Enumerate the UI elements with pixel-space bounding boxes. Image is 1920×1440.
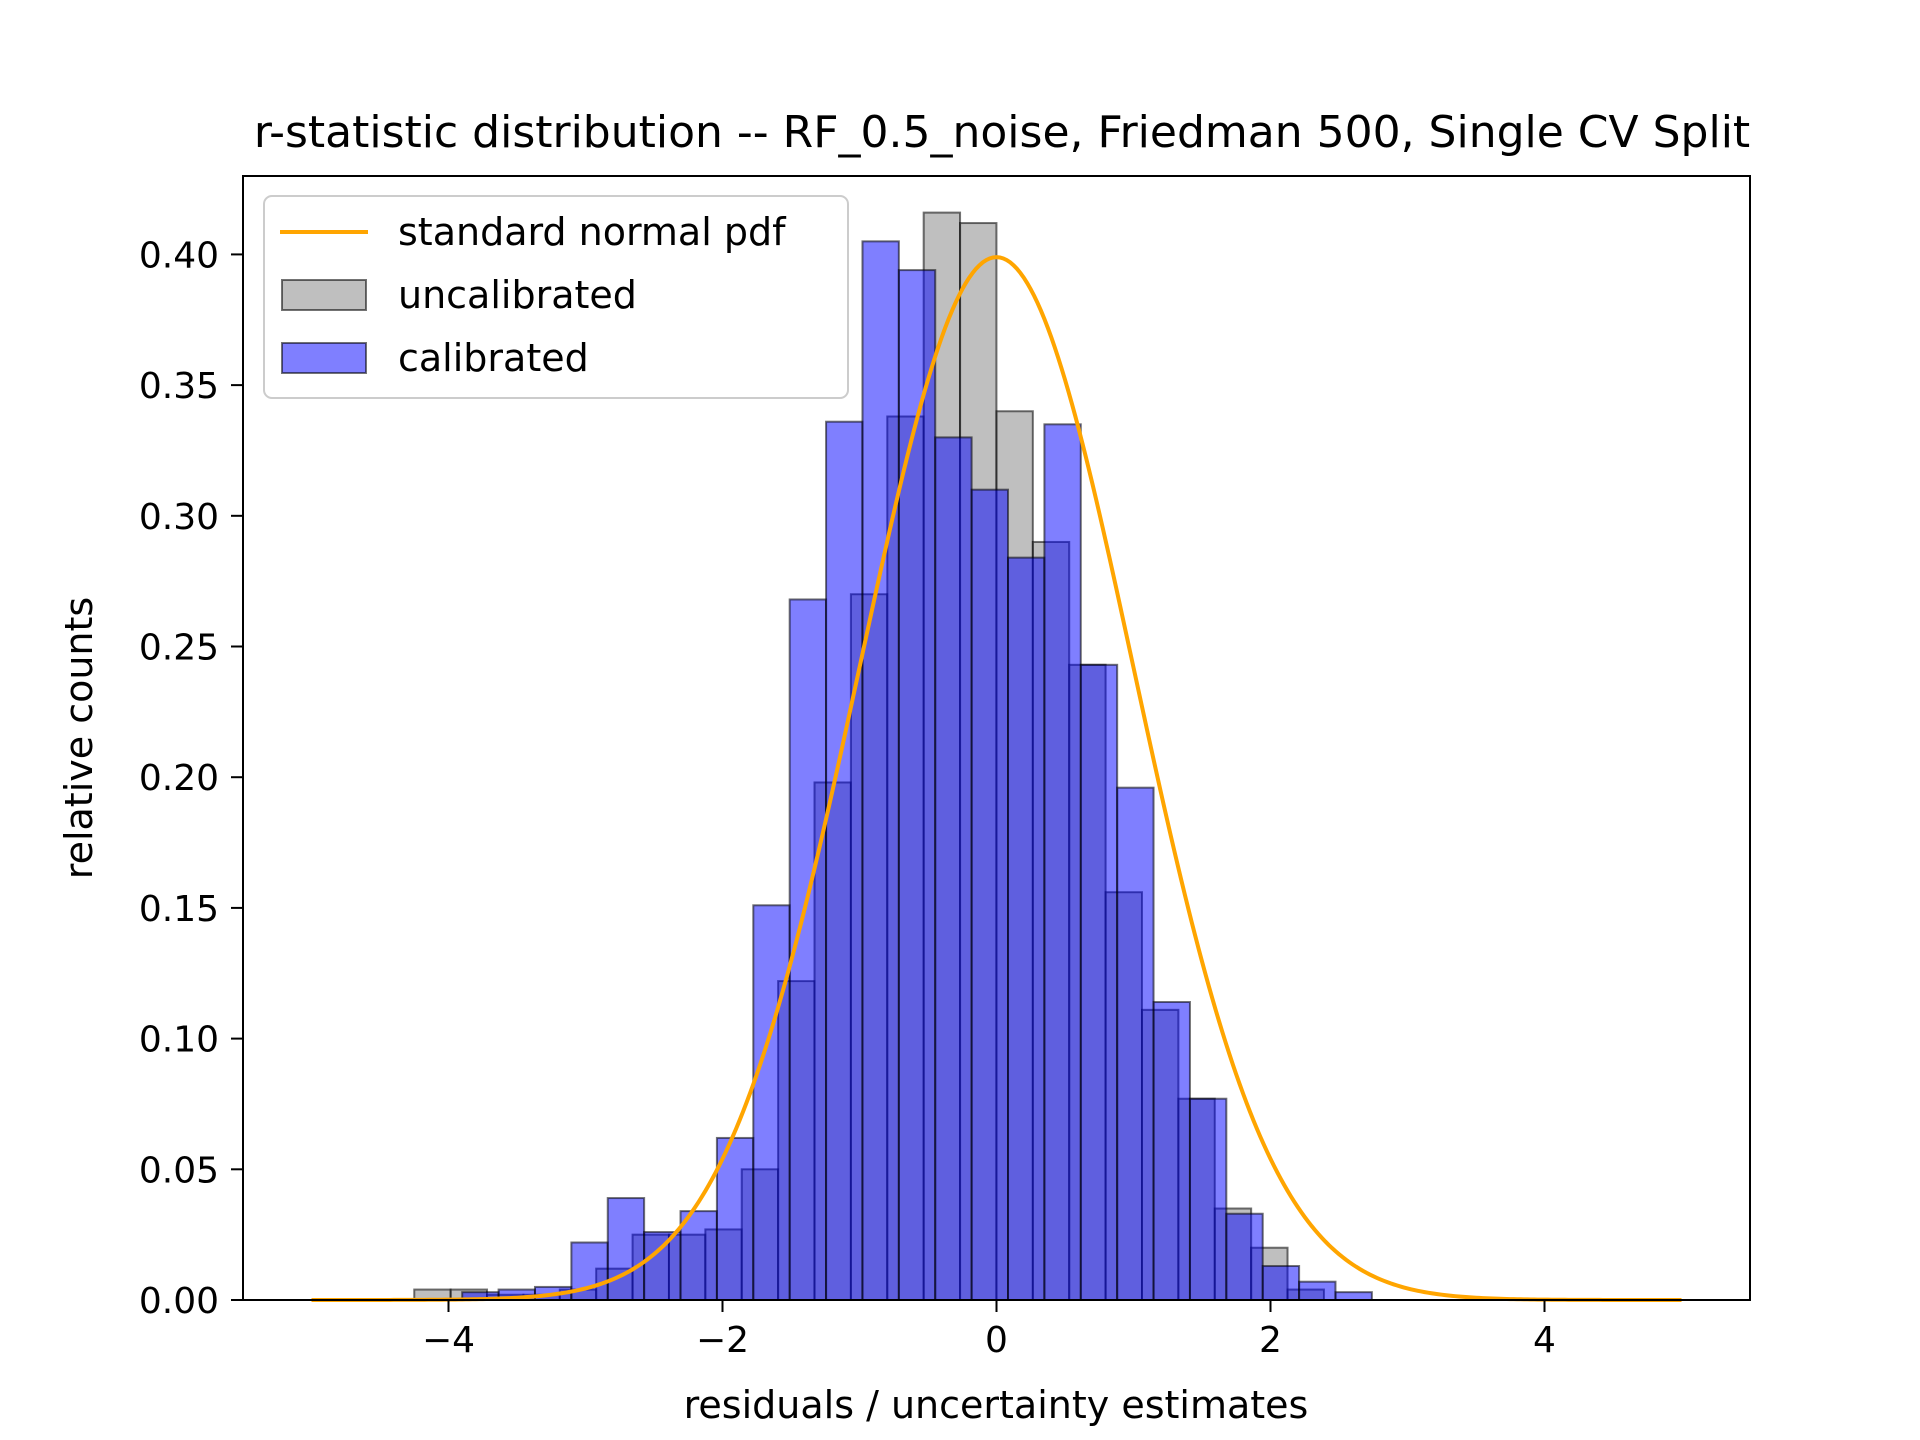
y-tick-label: 0.10	[139, 1020, 219, 1061]
x-tick-label: −4	[422, 1320, 475, 1361]
calibrated-bar	[1298, 1280, 1337, 1301]
y-tick-label: 0.30	[139, 497, 219, 538]
x-tick-label: −2	[696, 1320, 749, 1361]
calibrated-bar	[1152, 1001, 1191, 1301]
calibrated-bar	[1188, 1097, 1228, 1301]
x-tick-label: 2	[1259, 1320, 1282, 1361]
y-axis-label: relative counts	[57, 597, 101, 879]
chart-title: r-statistic distribution -- RF_0.5_noise…	[254, 107, 1750, 158]
standard-normal-pdf-line	[311, 255, 1682, 1302]
calibrated-bar	[752, 904, 791, 1301]
y-tick-label: 0.00	[139, 1281, 219, 1322]
calibrated-bar	[934, 436, 973, 1302]
calibrated-bar	[1225, 1212, 1264, 1301]
calibrated-bar	[1043, 423, 1082, 1302]
x-axis: −4 −2 0 2 4	[422, 1300, 1556, 1361]
calibrated-bar	[970, 488, 1010, 1301]
legend-calibrated-swatch	[281, 342, 367, 374]
calibrated-bar	[679, 1210, 718, 1302]
calibrated-bar	[643, 1231, 682, 1302]
calibrated-bar	[1261, 1265, 1301, 1301]
calibrated-bar	[1334, 1291, 1373, 1301]
calibrated-bar	[606, 1197, 646, 1301]
x-tick-label: 0	[985, 1320, 1008, 1361]
y-tick-label: 0.15	[139, 889, 219, 930]
y-tick-label: 0.35	[139, 366, 219, 407]
legend-label-uncalibrated: uncalibrated	[398, 273, 637, 317]
calibrated-bar	[861, 240, 900, 1301]
calibrated-bar	[1007, 556, 1046, 1301]
legend-label-pdf: standard normal pdf	[398, 210, 787, 254]
legend-uncalibrated-swatch	[281, 279, 367, 311]
legend-label-calibrated: calibrated	[398, 336, 589, 380]
x-tick-label: 4	[1533, 1320, 1556, 1361]
y-axis: 0.00 0.05 0.10 0.15 0.20 0.25 0.30 0.35 0.40	[139, 235, 243, 1322]
legend-box	[263, 195, 849, 399]
calibrated-bar	[1079, 663, 1119, 1301]
calibrated-bar	[897, 269, 937, 1302]
y-tick-label: 0.40	[139, 235, 219, 276]
y-tick-label: 0.05	[139, 1150, 219, 1191]
calibrated-bars	[461, 240, 1373, 1302]
legend: standard normal pdf uncalibrated calibra…	[263, 195, 849, 399]
x-axis-label: residuals / uncertainty estimates	[684, 1383, 1309, 1427]
y-tick-label: 0.20	[139, 758, 219, 799]
calibrated-bar	[1116, 786, 1155, 1301]
calibrated-bar	[825, 420, 864, 1302]
y-tick-label: 0.25	[139, 628, 219, 669]
